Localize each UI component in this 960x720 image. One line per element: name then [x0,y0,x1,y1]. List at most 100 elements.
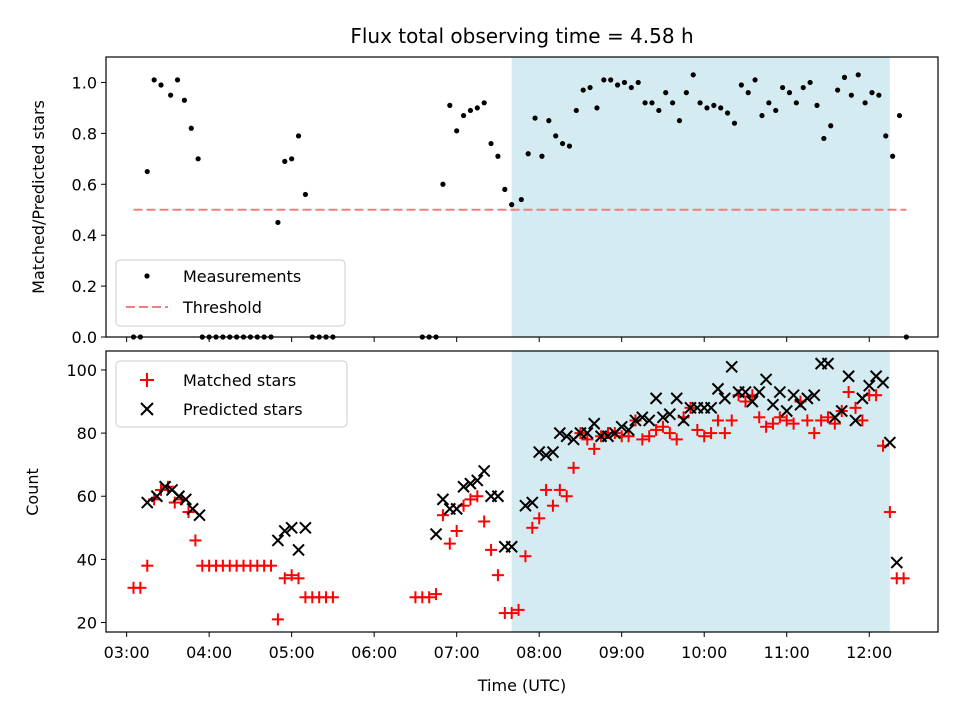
top-ytick-label: 0.4 [72,226,97,245]
measurement-point [649,100,655,106]
matched-star-point [821,411,834,424]
measurement-point [690,72,696,78]
matched-star-point [705,427,718,440]
measurement-point [460,112,467,119]
predicted-star-point [883,436,897,449]
matched-star-point [773,411,786,424]
measurement-point [704,105,710,111]
matched-star-point [760,420,773,433]
measurement-point [174,77,181,83]
measurement-point [676,118,683,124]
predicted-star-point [649,392,663,405]
measurement-point [447,102,453,108]
measurement-point [835,87,841,93]
measurement-point [275,219,281,226]
legend-measurements-marker [144,273,150,279]
bottom-ytick-label: 80 [77,424,97,443]
measurement-point [697,100,703,106]
matched-star-point [265,559,278,572]
measurement-point [628,84,634,91]
measurement-point [683,90,689,96]
matched-star-point [326,591,339,604]
measurement-point [587,84,593,91]
matched-star-point [485,543,498,556]
measurement-point [195,156,201,162]
measurement-point [481,100,487,106]
predicted-star-point [141,496,154,509]
measurement-point [282,158,288,164]
matched-star-point [670,433,683,446]
predicted-star-point [271,534,285,547]
top-ytick-label: 1.0 [72,73,97,92]
predicted-star-point [718,392,732,405]
top-ytick-label: 0.2 [72,277,97,296]
predicted-star-point [773,385,787,399]
predicted-star-point [172,490,186,503]
matched-star-point [567,461,580,474]
matched-star-point [471,490,484,503]
matched-star-point [656,420,669,433]
matched-star-point [271,613,284,626]
matched-star-point [278,572,291,585]
predicted-star-point [766,398,780,411]
predicted-star-point [285,521,298,535]
predicted-star-point [505,540,518,553]
measurement-point [731,120,738,126]
legend-predicted-marker [140,402,154,416]
measurement-point [608,77,614,83]
matched-star-point [711,414,724,427]
predicted-star-point [856,392,869,405]
matched-star-point [725,414,738,427]
measurement-point [553,133,559,139]
matched-star-point [285,569,298,582]
predicted-star-point [546,445,560,459]
bottom-legend: Matched stars Predicted stars [115,360,348,428]
measurement-point [780,84,786,91]
matched-star-point [450,524,463,537]
matched-star-point [650,423,663,436]
matched-star-point [766,417,779,430]
measurement-point [663,90,669,96]
measurement-point [525,151,531,157]
predicted-star-point [526,496,539,509]
measurement-point [580,87,586,93]
predicted-star-point [725,360,738,373]
predicted-star-point [553,426,567,440]
bottom-xtick-label: 04:00 [186,643,232,662]
predicted-star-point [801,392,814,405]
predicted-star-point [808,388,821,402]
predicted-star-point [464,477,477,490]
bottom-panel-xlabel: Time (UTC) [477,676,566,695]
predicted-star-point [158,480,172,493]
measurement-point [144,168,150,175]
legend-predicted-label: Predicted stars [183,400,303,419]
predicted-star-point [780,404,793,418]
bottom-panel-ylabel: Count [23,468,42,516]
matched-star-point [663,427,676,440]
matched-star-point [581,433,594,446]
predicted-star-point [429,527,443,541]
matched-star-point [698,430,711,443]
bottom-xtick-label: 06:00 [351,643,397,662]
measurement-point [745,90,751,96]
measurement-point [786,90,793,96]
matched-star-point [553,483,566,496]
predicted-star-point [849,414,862,427]
predicted-star-point [560,430,573,443]
measurement-point [738,82,744,88]
matched-star-point [189,534,202,547]
matched-star-point [739,395,752,408]
measurement-point [848,92,854,98]
bottom-xtick-label: 07:00 [434,643,480,662]
predicted-star-point [299,521,312,535]
predicted-star-point [670,392,683,405]
predicted-star-point [587,417,601,430]
bottom-xtick-label: 09:00 [599,643,645,662]
predicted-star-point [491,490,505,503]
legend-measurements-label: Measurements [183,267,301,286]
predicted-star-point [532,445,546,459]
measurement-point [454,128,460,134]
matched-star-point [753,411,766,424]
legend-threshold-label: Threshold [182,298,262,317]
measurement-point [532,115,538,121]
